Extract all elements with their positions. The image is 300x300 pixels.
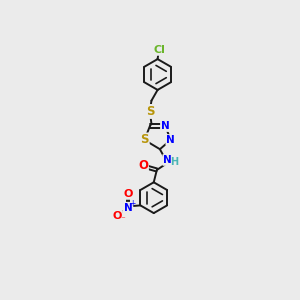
- Text: N: N: [124, 203, 133, 213]
- Text: O: O: [112, 211, 122, 221]
- Text: O: O: [123, 189, 133, 199]
- Text: Cl: Cl: [153, 45, 165, 55]
- Text: +: +: [129, 200, 135, 208]
- Text: N: N: [161, 121, 170, 131]
- Text: S: S: [146, 105, 154, 118]
- Text: ⁻: ⁻: [120, 215, 125, 224]
- Text: O: O: [138, 159, 148, 172]
- Text: N: N: [163, 155, 172, 165]
- Text: H: H: [170, 157, 178, 166]
- Text: N: N: [166, 135, 175, 145]
- Text: S: S: [140, 134, 149, 146]
